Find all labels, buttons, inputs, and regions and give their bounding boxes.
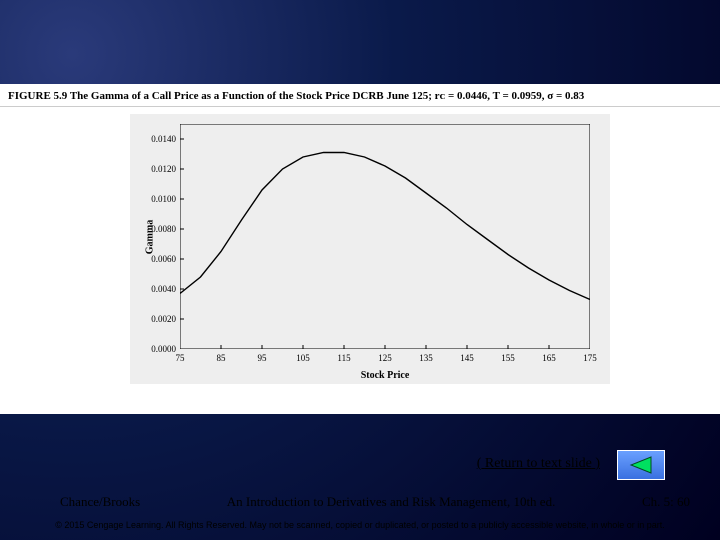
back-button[interactable]	[617, 450, 665, 480]
x-tick-label: 85	[217, 349, 226, 363]
x-axis-label: Stock Price	[361, 370, 410, 381]
footer-row: Chance/Brooks An Introduction to Derivat…	[0, 494, 720, 510]
figure-label: FIGURE 5.9	[8, 90, 67, 102]
x-tick-label: 115	[337, 349, 350, 363]
y-tick-label: 0.0140	[151, 134, 180, 144]
chart-area: Gamma Stock Price 7585951051151251351451…	[130, 114, 610, 384]
footer-copyright: © 2015 Cengage Learning. All Rights Rese…	[0, 520, 720, 530]
x-tick-label: 135	[419, 349, 433, 363]
footer-authors: Chance/Brooks	[60, 494, 140, 510]
x-tick-label: 105	[296, 349, 310, 363]
plot-region: Gamma Stock Price 7585951051151251351451…	[180, 124, 590, 349]
figure-text: The Gamma of a Call Price as a Function …	[70, 90, 584, 102]
y-tick-label: 0.0120	[151, 164, 180, 174]
y-tick-label: 0.0100	[151, 194, 180, 204]
figure-panel: FIGURE 5.9 The Gamma of a Call Price as …	[0, 84, 720, 414]
return-link-label: Return to text slide	[485, 456, 592, 471]
x-tick-label: 145	[460, 349, 474, 363]
y-tick-label: 0.0060	[151, 254, 180, 264]
x-tick-label: 165	[542, 349, 556, 363]
footer-chapter: Ch. 5: 60	[642, 494, 690, 510]
y-tick-label: 0.0000	[151, 344, 180, 354]
y-tick-label: 0.0080	[151, 224, 180, 234]
y-tick-label: 0.0040	[151, 284, 180, 294]
x-tick-label: 125	[378, 349, 392, 363]
return-to-text-link[interactable]: Return to text slide	[477, 456, 600, 472]
x-tick-label: 155	[501, 349, 515, 363]
figure-caption: FIGURE 5.9 The Gamma of a Call Price as …	[0, 84, 720, 107]
x-tick-label: 175	[583, 349, 597, 363]
gamma-curve	[180, 124, 590, 349]
y-tick-label: 0.0020	[151, 314, 180, 324]
back-arrow-icon	[627, 455, 655, 475]
footer-title: An Introduction to Derivatives and Risk …	[227, 494, 556, 510]
x-tick-label: 95	[258, 349, 267, 363]
